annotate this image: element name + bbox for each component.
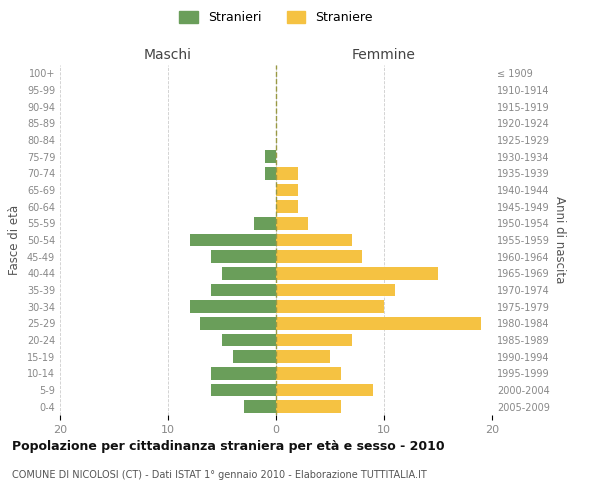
Bar: [190, 234, 276, 246]
Text: COMUNE DI NICOLOSI (CT) - Dati ISTAT 1° gennaio 2010 - Elaborazione TUTTITALIA.I: COMUNE DI NICOLOSI (CT) - Dati ISTAT 1° …: [12, 470, 427, 480]
Bar: [276, 284, 395, 296]
Bar: [276, 234, 352, 246]
Bar: [200, 317, 276, 330]
Bar: [276, 184, 298, 196]
Bar: [276, 167, 298, 179]
Bar: [211, 250, 276, 263]
Bar: [222, 267, 276, 280]
Bar: [254, 217, 276, 230]
Text: Popolazione per cittadinanza straniera per età e sesso - 2010: Popolazione per cittadinanza straniera p…: [12, 440, 445, 453]
Text: Femmine: Femmine: [352, 48, 416, 62]
Bar: [276, 384, 373, 396]
Bar: [265, 167, 276, 179]
Bar: [276, 317, 481, 330]
Bar: [276, 367, 341, 380]
Y-axis label: Anni di nascita: Anni di nascita: [553, 196, 566, 284]
Bar: [222, 334, 276, 346]
Text: Maschi: Maschi: [144, 48, 192, 62]
Bar: [211, 284, 276, 296]
Legend: Stranieri, Straniere: Stranieri, Straniere: [179, 11, 373, 24]
Bar: [276, 217, 308, 230]
Bar: [211, 384, 276, 396]
Bar: [276, 350, 330, 363]
Bar: [276, 300, 384, 313]
Bar: [190, 300, 276, 313]
Bar: [276, 334, 352, 346]
Bar: [265, 150, 276, 163]
Bar: [276, 400, 341, 413]
Y-axis label: Fasce di età: Fasce di età: [8, 205, 21, 275]
Bar: [233, 350, 276, 363]
Bar: [276, 250, 362, 263]
Bar: [276, 267, 438, 280]
Bar: [276, 200, 298, 213]
Bar: [244, 400, 276, 413]
Bar: [211, 367, 276, 380]
